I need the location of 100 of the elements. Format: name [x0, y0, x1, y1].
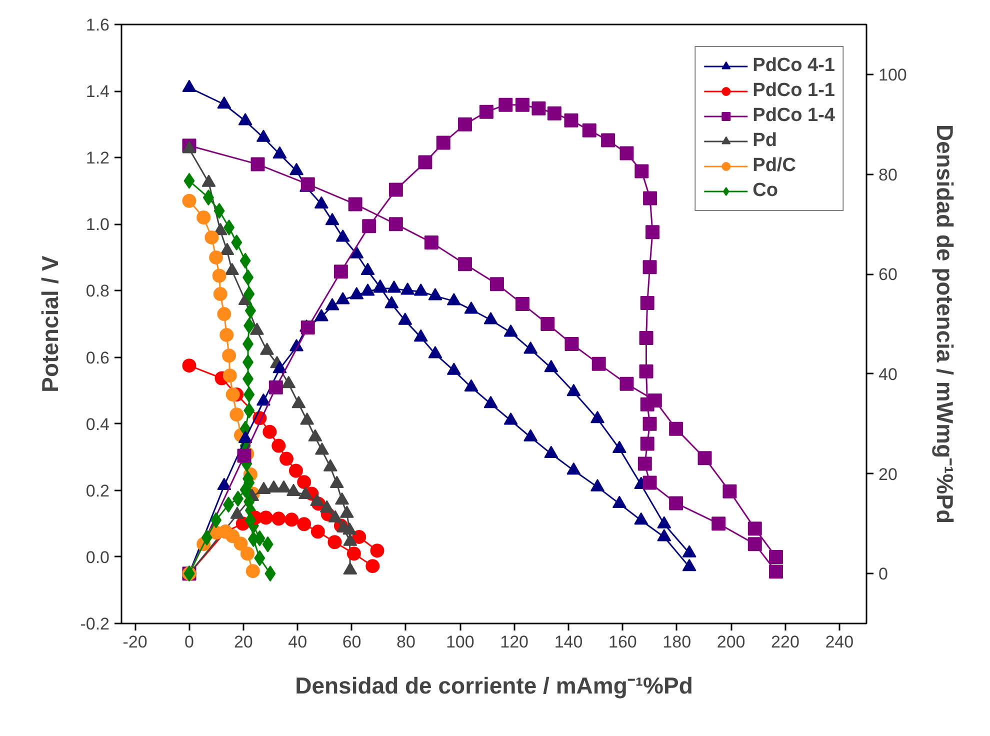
x-tick-label: 40 — [288, 632, 308, 652]
point — [366, 559, 380, 574]
point — [424, 235, 438, 250]
x-tick-label: -20 — [122, 632, 148, 652]
y-tick-label: -0.2 — [80, 614, 110, 634]
point — [642, 476, 657, 490]
x-tick-label: 240 — [825, 632, 854, 652]
point — [196, 210, 211, 224]
point — [669, 422, 684, 436]
point — [640, 296, 654, 310]
point — [217, 307, 232, 322]
point — [532, 101, 546, 116]
point — [297, 475, 312, 490]
point — [639, 330, 654, 345]
point — [212, 268, 226, 283]
point — [209, 250, 224, 264]
point — [182, 194, 196, 208]
point — [230, 408, 244, 422]
point — [250, 157, 265, 172]
point — [272, 512, 286, 526]
point — [258, 510, 273, 525]
point — [458, 257, 472, 272]
point — [272, 438, 286, 453]
point — [669, 496, 684, 510]
point — [540, 317, 555, 331]
point — [601, 133, 616, 148]
point — [222, 368, 237, 383]
point — [334, 264, 348, 279]
point — [362, 219, 376, 234]
point — [226, 388, 240, 402]
point — [769, 550, 784, 564]
point — [698, 451, 712, 466]
x-tick-label: 160 — [608, 632, 637, 652]
point — [640, 397, 654, 412]
point — [547, 106, 562, 120]
legend-label: Co — [752, 180, 778, 202]
x-tick-label: 20 — [234, 632, 253, 652]
point — [297, 517, 312, 532]
point — [346, 546, 361, 561]
point — [722, 484, 737, 498]
point — [582, 123, 596, 138]
point — [620, 146, 634, 160]
point — [479, 104, 494, 119]
y-tick-label: 0.4 — [86, 414, 110, 434]
point — [222, 348, 236, 363]
x-axis-title: Densidad de corriente / mAmg⁻¹%Pd — [295, 672, 693, 698]
legend-label: PdCo 4-1 — [752, 55, 835, 77]
point — [220, 328, 234, 342]
point — [268, 380, 283, 394]
point — [515, 98, 530, 112]
point — [642, 260, 657, 274]
x-tick-label: 220 — [771, 632, 800, 652]
x-tick-label: 180 — [662, 632, 692, 652]
y-tick-label: 0.2 — [86, 481, 110, 500]
point — [640, 436, 654, 451]
point — [592, 356, 606, 371]
y-axis-title: Potencial / V — [37, 254, 64, 392]
point — [246, 564, 260, 578]
point — [748, 522, 762, 536]
y2-tick-label: 100 — [878, 65, 907, 84]
point — [300, 320, 315, 334]
point — [204, 230, 219, 244]
legend-label: PdCo 1-4 — [752, 105, 835, 127]
point — [634, 164, 649, 178]
y2-tick-label: 0 — [878, 564, 888, 584]
point — [310, 524, 325, 539]
legend-label: PdCo 1-1 — [752, 80, 835, 102]
point — [639, 364, 654, 378]
x-tick-label: 200 — [716, 632, 746, 652]
point — [564, 336, 579, 351]
x-tick-label: 120 — [500, 632, 529, 652]
x-tick-label: 0 — [184, 632, 194, 652]
legend-label: Pd — [752, 130, 777, 152]
point — [352, 530, 366, 544]
y-tick-label: 0.6 — [86, 348, 110, 368]
point — [182, 358, 196, 373]
point — [748, 537, 762, 552]
y2-axis-title: Densidad de potencia / mWmg⁻¹%Pd — [932, 124, 958, 524]
point — [620, 376, 634, 391]
y-tick-label: 0.0 — [86, 548, 110, 567]
x-tick-label: 100 — [446, 632, 474, 652]
point — [515, 297, 530, 312]
y2-tick-label: 60 — [878, 265, 898, 284]
point — [642, 416, 657, 431]
point — [645, 225, 660, 240]
y2-tick-label: 20 — [878, 464, 898, 484]
point — [262, 424, 277, 439]
point — [458, 117, 472, 132]
y2-tick-label: 40 — [878, 364, 898, 384]
point — [284, 512, 299, 527]
point — [388, 182, 403, 197]
point — [226, 529, 240, 544]
y-tick-label: 1.4 — [86, 82, 110, 102]
x-tick-label: 140 — [554, 632, 583, 652]
point — [769, 564, 784, 579]
point — [436, 136, 450, 150]
point — [348, 197, 362, 212]
point — [498, 98, 513, 112]
point — [418, 155, 432, 170]
point — [300, 177, 315, 192]
